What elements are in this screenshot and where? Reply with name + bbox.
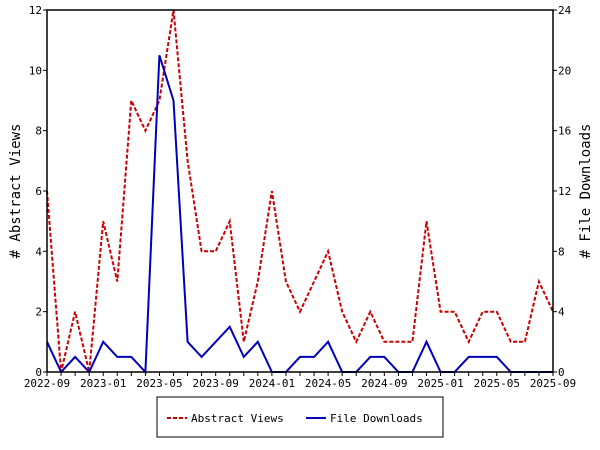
- y-tick-label: 2: [35, 306, 42, 319]
- legend-label-abstract-views: Abstract Views: [191, 412, 284, 425]
- x-tick-label: 2024-01: [249, 377, 295, 390]
- y2-tick-label: 24: [558, 4, 572, 17]
- x-tick-label: 2022-09: [24, 377, 70, 390]
- x-tick-label: 2023-01: [80, 377, 126, 390]
- y-tick-label: 6: [35, 185, 42, 198]
- legend-label-file-downloads: File Downloads: [330, 412, 423, 425]
- x-tick-label: 2025-09: [530, 377, 576, 390]
- y-tick-label: 10: [29, 64, 42, 77]
- y2-tick-label: 12: [558, 185, 571, 198]
- plot-frame: [46, 9, 554, 373]
- y2-axis-title: # File Downloads: [578, 124, 594, 259]
- x-tick-label: 2023-05: [136, 377, 182, 390]
- y-tick-label: 8: [35, 125, 42, 138]
- y-tick-label: 12: [29, 4, 42, 17]
- x-tick-label: 2025-01: [417, 377, 463, 390]
- y2-tick-label: 16: [558, 125, 571, 138]
- y-tick-label: 0: [35, 366, 42, 379]
- x-tick-label: 2024-05: [305, 377, 351, 390]
- x-tick-label: 2024-09: [361, 377, 407, 390]
- y2-tick-label: 0: [558, 366, 565, 379]
- y2-tick-label: 4: [558, 306, 565, 319]
- legend: Abstract Views File Downloads: [156, 396, 444, 438]
- y-axis-title: # Abstract Views: [8, 124, 24, 259]
- y2-tick-label: 20: [558, 64, 571, 77]
- series-line-abstract-views: [46, 9, 554, 373]
- y-tick-label: 4: [35, 245, 42, 258]
- x-tick-label: 2023-09: [192, 377, 238, 390]
- y2-tick-label: 8: [558, 245, 565, 258]
- legend-box: [156, 396, 444, 438]
- x-tick-label: 2025-05: [474, 377, 520, 390]
